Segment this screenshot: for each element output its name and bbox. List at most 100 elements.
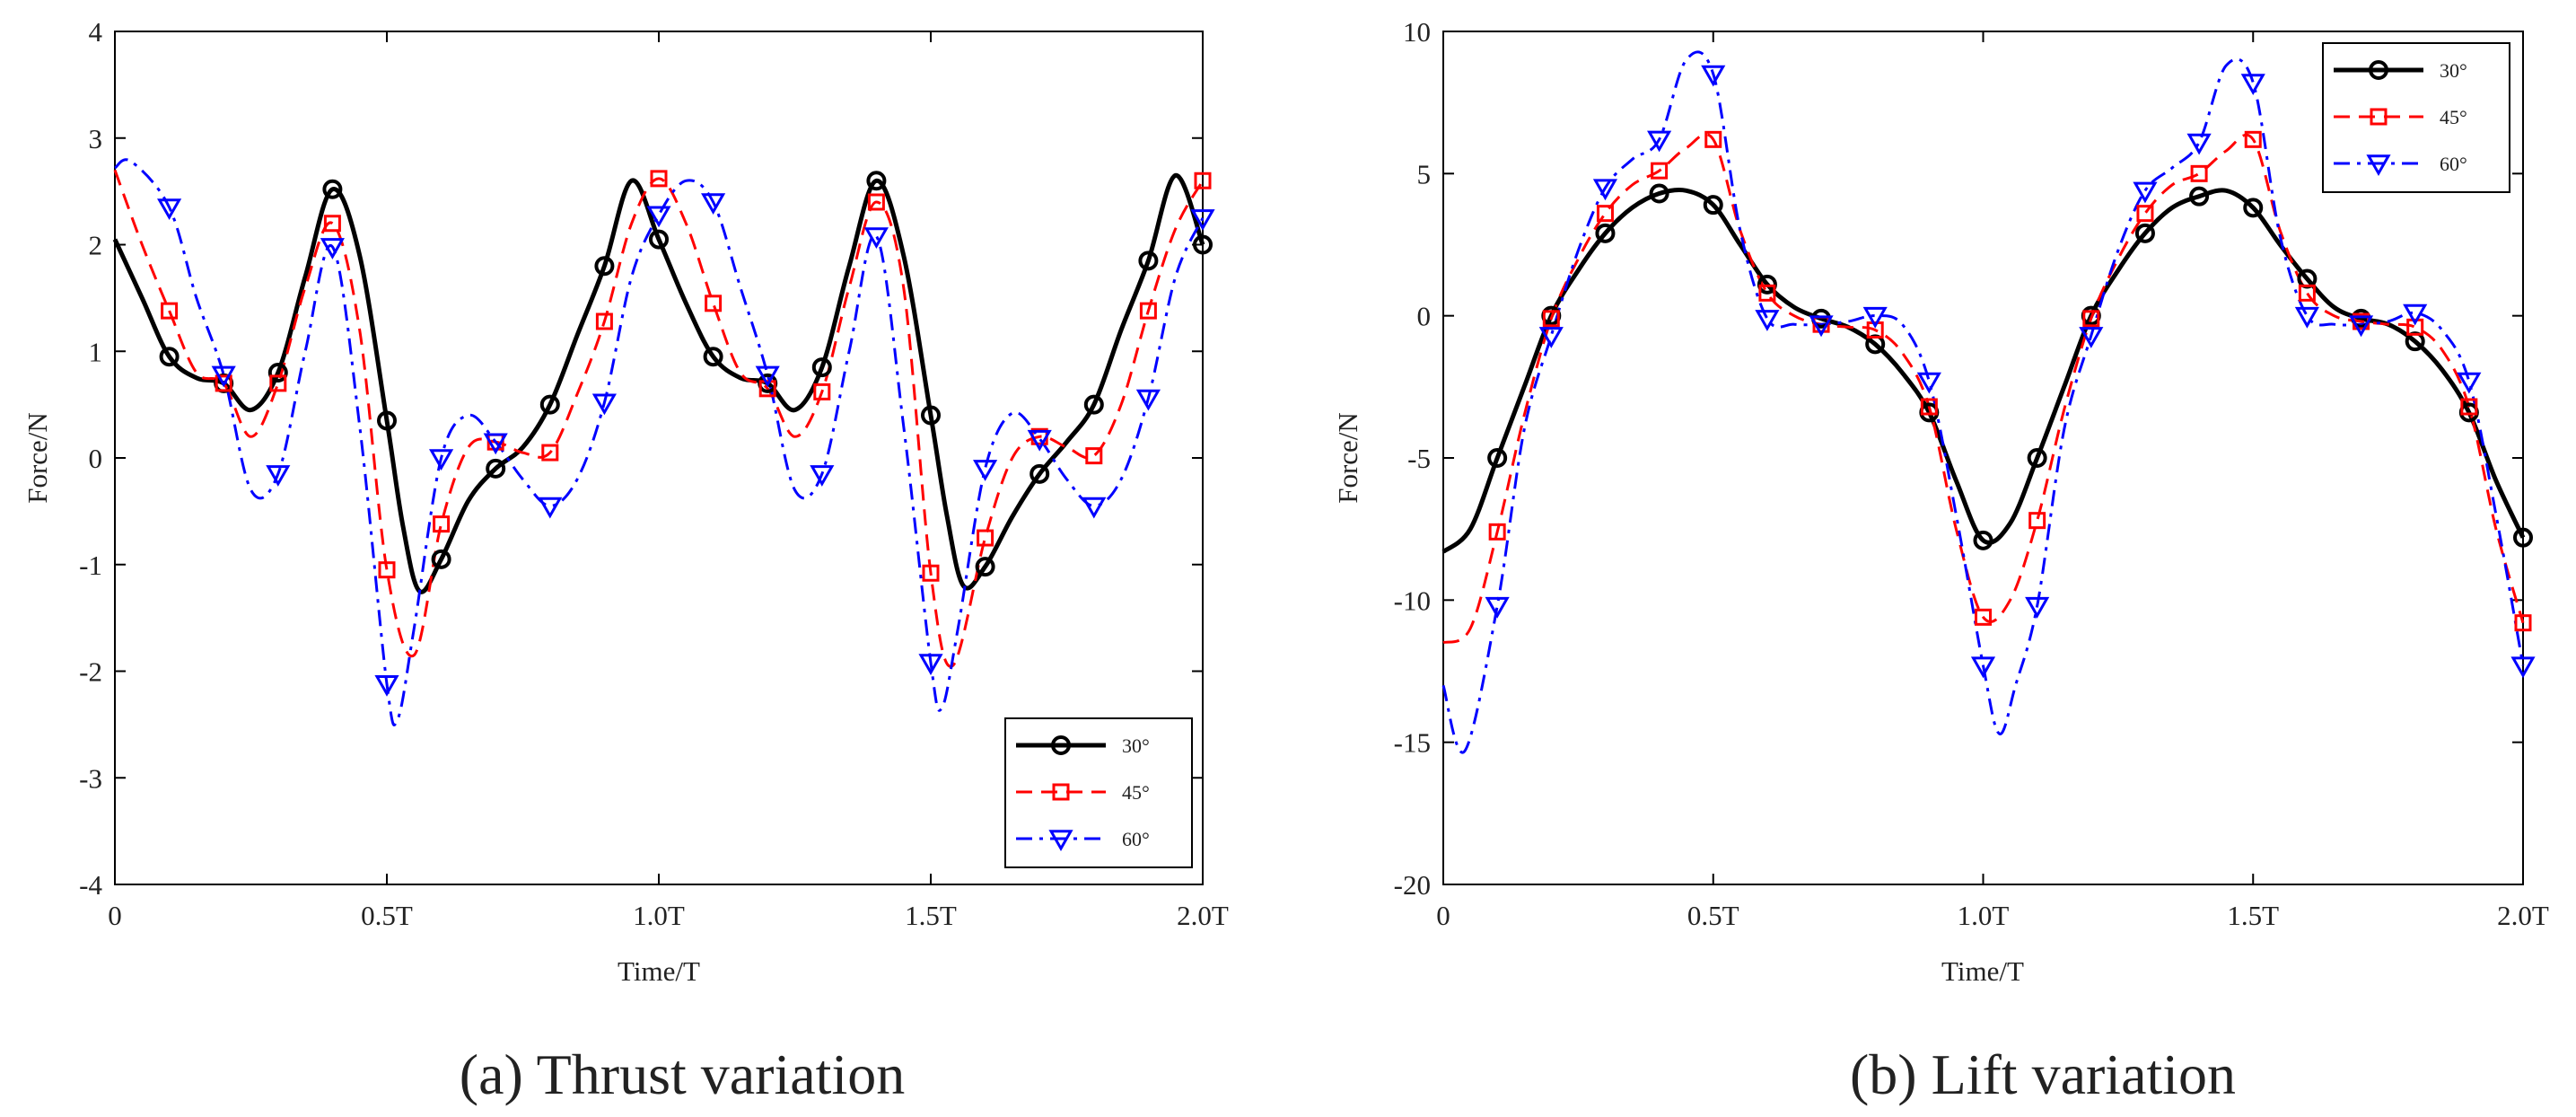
thrust-series-2-marker <box>157 198 182 220</box>
thrust-y-tick-label: 1 <box>89 336 103 367</box>
lift-series-0-marker <box>2189 186 2210 207</box>
lift-series-0-marker <box>1973 530 1993 550</box>
thrust-series-2-marker <box>591 393 617 416</box>
lift-y-tick-label: -10 <box>1394 585 1431 616</box>
thrust-series-2-marker <box>1082 497 1107 519</box>
lift-series-2-marker <box>2457 372 2482 394</box>
lift-legend-marker-2 <box>2366 154 2391 177</box>
lift-series-0-marker <box>2243 198 2264 218</box>
thrust-series-2-marker <box>1135 389 1161 411</box>
lift-series-1-marker <box>1651 162 1669 180</box>
lift-y-tick-label: 0 <box>1417 301 1432 332</box>
thrust-series-1-marker <box>1085 447 1103 465</box>
thrust-y-axis-label: Force/N <box>22 412 53 504</box>
lift-series-0-marker <box>1487 448 1508 468</box>
thrust-series-0-marker <box>159 347 180 367</box>
lift-ticks: 0 0.5T 1.0T 1.5T 2.0T -20 -15 -10 -5 0 5 10 <box>1394 16 2549 931</box>
lift-legend-marker-0 <box>2369 60 2388 80</box>
thrust-series-1-marker <box>650 170 668 188</box>
thrust-series-0-marker <box>866 171 887 191</box>
thrust-y-tick-label: -2 <box>79 656 102 688</box>
thrust-series-1-marker <box>323 215 341 233</box>
lift-series-2-marker <box>2294 306 2319 329</box>
lift-series-1-marker <box>2514 614 2532 632</box>
thrust-y-tick-label: -4 <box>79 869 102 901</box>
thrust-series-0-marker <box>1193 234 1213 255</box>
thrust-series-1-marker <box>595 312 613 330</box>
lift-y-tick-label: -20 <box>1394 869 1431 901</box>
lift-series-1-marker <box>2460 398 2478 416</box>
thrust-x-axis-label: Time/T <box>618 955 700 987</box>
thrust-series-0-marker <box>811 357 832 378</box>
lift-series-1-marker <box>1866 321 1884 339</box>
thrust-series-1-marker <box>215 374 232 392</box>
lift-x-axis-label: Time/T <box>1941 955 2024 987</box>
lift-series-1-marker <box>2190 164 2208 182</box>
thrust-series-1-marker <box>813 383 831 400</box>
lift-y-tick-label: -5 <box>1407 443 1431 474</box>
lift-series-0-marker <box>1649 183 1669 204</box>
lift-series-2-marker <box>1538 327 1564 348</box>
thrust-x-tick-label: 1.0T <box>633 900 685 931</box>
lift-series-2-marker <box>2240 74 2265 96</box>
lift-series-2-marker <box>1916 372 1941 394</box>
thrust-legend-label-1: 45° <box>1122 781 1150 804</box>
lift-x-tick-label: 0 <box>1436 900 1450 931</box>
thrust-series-0-marker <box>1083 394 1104 415</box>
lift-series-2-marker <box>2186 133 2212 155</box>
lift-series-2-marker <box>2079 327 2104 348</box>
lift-series-1-marker <box>2082 310 2100 328</box>
thrust-series-1-marker <box>867 193 885 211</box>
lift-y-tick-label: 5 <box>1417 158 1432 189</box>
lift-series-1-marker <box>2136 205 2154 223</box>
lift-caption: (b) Lift variation <box>1850 1042 2236 1106</box>
thrust-x-tick-label: 1.5T <box>905 900 957 931</box>
thrust-series-2-marker <box>755 365 780 388</box>
thrust-series-1-marker <box>269 374 287 392</box>
thrust-series-line-0 <box>112 172 1205 594</box>
thrust-series-markers <box>157 170 1215 697</box>
thrust-series-2-marker <box>266 465 291 487</box>
thrust-series-2-marker <box>918 654 943 676</box>
thrust-series-1-marker <box>758 380 776 398</box>
lift-y-tick-label: -15 <box>1394 727 1431 759</box>
lift-series-2-marker <box>1592 179 1618 201</box>
lift-series-0-marker <box>2027 448 2047 468</box>
lift-legend-label-2: 60° <box>2440 153 2467 175</box>
lift-series-0-marker <box>2134 223 2155 243</box>
lift-x-tick-label: 1.5T <box>2227 900 2279 931</box>
thrust-series-1-marker <box>1139 302 1157 320</box>
lift-series-2-marker <box>2133 181 2158 204</box>
lift-series-lines <box>1441 50 2526 754</box>
thrust-series-2-marker <box>429 449 454 471</box>
lift-series-1-marker <box>2244 130 2262 148</box>
thrust-chart: 0 0.5T 1.0T 1.5T 2.0T -4 -3 -2 -1 0 1 2 3 4 30° 45° 60°… <box>22 16 1229 1106</box>
lift-series-1-marker <box>1488 523 1506 541</box>
lift-series-0-marker <box>2513 527 2533 548</box>
thrust-series-0-marker <box>594 256 615 277</box>
lift-series-1-marker <box>1704 130 1722 148</box>
thrust-series-1-marker <box>161 302 179 320</box>
thrust-series-2-marker <box>973 460 998 481</box>
thrust-y-tick-label: -3 <box>79 762 102 794</box>
lift-series-2-marker <box>1755 310 1780 331</box>
thrust-series-lines <box>112 158 1205 726</box>
lift-series-0-marker <box>1595 223 1616 243</box>
lift-series-line-2 <box>1441 50 2525 754</box>
lift-legend-label-1: 45° <box>2440 106 2467 128</box>
lift-series-2-marker <box>2510 656 2536 679</box>
lift-series-0-marker <box>1703 195 1723 215</box>
thrust-series-1-marker <box>977 529 994 547</box>
thrust-y-tick-label: -1 <box>79 550 102 581</box>
thrust-legend: 30° 45° 60° <box>1004 717 1193 868</box>
lift-series-markers <box>1485 65 2536 679</box>
thrust-series-2-marker <box>374 675 399 697</box>
lift-series-1-marker <box>1758 284 1776 302</box>
lift-series-1-marker <box>1975 608 1992 626</box>
lift-series-2-marker <box>1485 596 1510 619</box>
thrust-series-1-marker <box>705 295 723 312</box>
lift-x-tick-label: 0.5T <box>1687 900 1739 931</box>
thrust-ticks: 0 0.5T 1.0T 1.5T 2.0T -4 -3 -2 -1 0 1 2 3 4 <box>79 16 1229 931</box>
thrust-y-tick-label: 0 <box>89 443 103 474</box>
